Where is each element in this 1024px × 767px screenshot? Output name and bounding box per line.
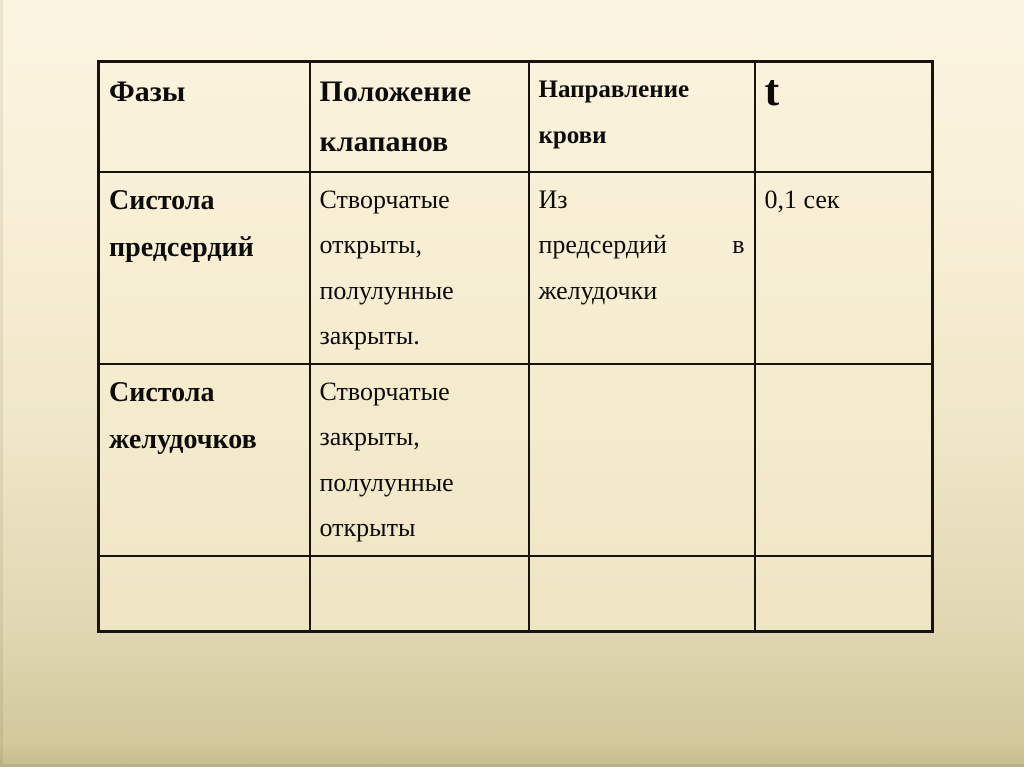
cell-valves-3 xyxy=(308,554,530,633)
header-cell-blood-direction: Направление крови xyxy=(527,60,756,173)
cell-direction-2 xyxy=(527,362,756,557)
direction-line: Из xyxy=(538,184,568,214)
table-row-empty xyxy=(97,554,934,633)
table-row-ventricular-systole: Систола желудочков Створчатые закрыты, п… xyxy=(97,362,934,557)
cell-time-3 xyxy=(753,554,934,633)
cell-phase-3 xyxy=(97,554,311,633)
cell-valves-1: Створчатые открыты, полулунные закрыты. xyxy=(308,170,530,365)
header-cell-time: t xyxy=(753,60,934,173)
direction-line: предсердий в xyxy=(538,230,745,259)
cell-phase-2: Систола желудочков xyxy=(97,362,311,557)
cell-valves-2: Створчатые закрыты, полулунные открыты xyxy=(308,362,530,557)
cell-direction-3 xyxy=(527,554,756,633)
table-header-row: Фазы Положение клапанов Направление кров… xyxy=(97,60,934,173)
header-cell-valve-position: Положение клапанов xyxy=(308,60,530,173)
table-row-atrial-systole: Систола предсердий Створчатые открыты, п… xyxy=(97,170,934,365)
direction-line: желудочки xyxy=(538,275,658,305)
cell-time-2 xyxy=(753,362,934,557)
cell-time-1: 0,1 сек xyxy=(753,170,934,365)
header-cell-phases: Фазы xyxy=(97,60,311,173)
cell-direction-1: Из предсердий в желудочки xyxy=(527,170,756,365)
cardiac-cycle-table: Фазы Положение клапанов Направление кров… xyxy=(97,60,934,633)
cell-phase-1: Систола предсердий xyxy=(97,170,311,365)
